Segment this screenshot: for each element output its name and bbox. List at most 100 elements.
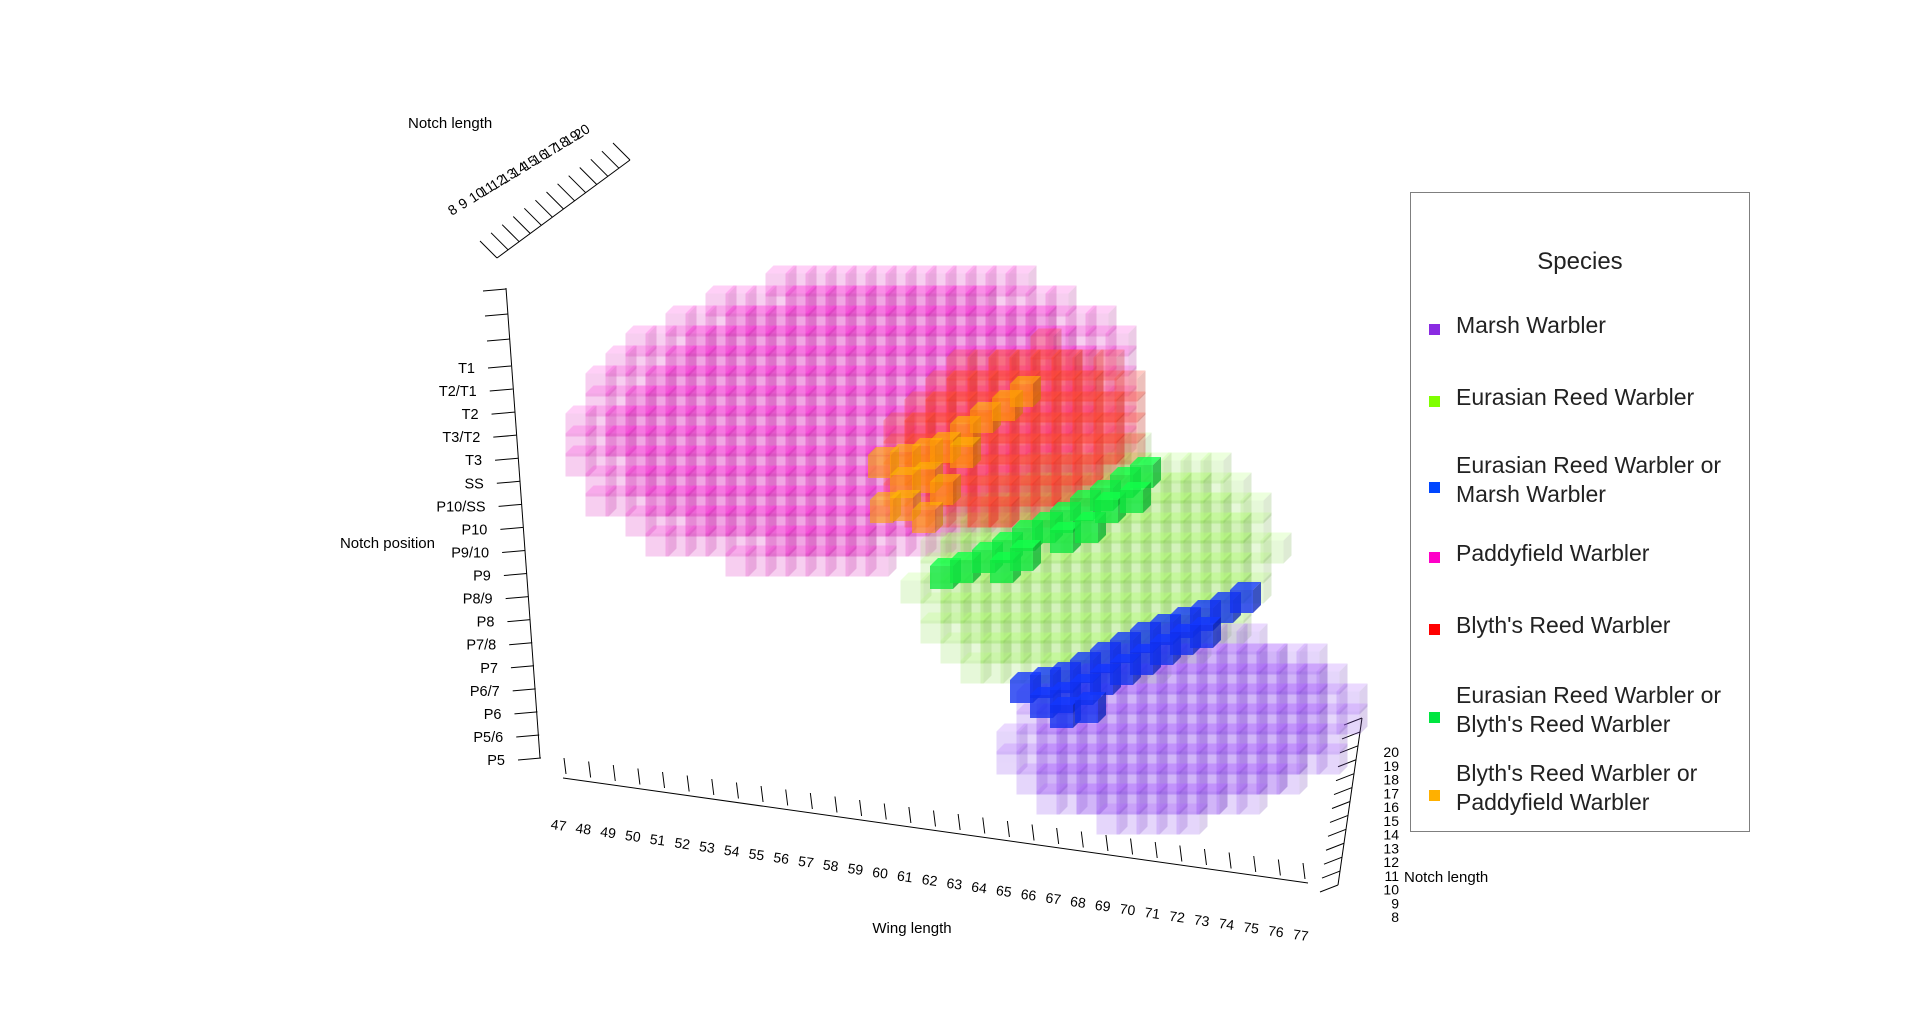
y-axis-tick-label: T2/T1 [439, 384, 477, 400]
voxel [605, 445, 637, 477]
y-axis-tick [507, 619, 531, 623]
voxel [1100, 552, 1132, 584]
y-axis-tick [512, 688, 536, 692]
voxel [985, 325, 1017, 357]
voxel [1140, 512, 1172, 544]
voxel [1105, 365, 1137, 397]
voxel [625, 345, 657, 377]
voxel [1296, 723, 1328, 755]
voxel [1040, 552, 1072, 584]
right-z-axis-tick-label: 17 [1383, 785, 1399, 801]
region-marsh-warbler [996, 623, 1368, 835]
voxel [905, 305, 937, 337]
voxel [1136, 743, 1168, 775]
legend-swatch [1429, 790, 1440, 801]
voxel [1200, 492, 1232, 524]
voxel [845, 545, 877, 577]
voxel [745, 405, 777, 437]
voxel [1076, 723, 1108, 755]
voxel [1010, 376, 1041, 407]
voxel [1180, 572, 1212, 604]
voxel [1100, 532, 1132, 564]
voxel [1120, 592, 1152, 624]
voxel [805, 325, 837, 357]
voxel [1200, 552, 1232, 584]
voxel [765, 545, 797, 577]
voxel [1040, 612, 1072, 644]
voxel [1116, 763, 1148, 795]
voxel [1256, 683, 1288, 715]
voxel [1200, 512, 1232, 544]
y-axis-line [505, 287, 541, 759]
voxel [1196, 763, 1228, 795]
voxel [1114, 391, 1146, 423]
y-axis-tick [486, 338, 511, 342]
voxel [980, 632, 1012, 664]
voxel [960, 592, 992, 624]
right-z-axis-tick-label: 19 [1383, 758, 1399, 774]
voxel [1140, 532, 1172, 564]
voxel [685, 305, 717, 337]
voxel [725, 445, 757, 477]
voxel [1180, 452, 1212, 484]
voxel [925, 345, 957, 377]
right-z-axis-tick [1335, 773, 1355, 782]
voxel [1240, 532, 1272, 564]
voxel [1156, 703, 1188, 735]
voxel [685, 445, 717, 477]
voxel [1080, 572, 1112, 604]
voxel [1156, 803, 1188, 835]
voxel [885, 325, 917, 357]
voxel [1220, 532, 1252, 564]
x-axis-tick-label: 69 [1094, 897, 1112, 915]
voxel [825, 365, 857, 397]
y-axis-tick [496, 480, 520, 484]
voxel [1020, 592, 1052, 624]
voxel [1236, 743, 1268, 775]
voxel [605, 385, 637, 417]
voxel [1216, 643, 1248, 675]
voxel [605, 485, 637, 517]
voxel [1120, 512, 1152, 544]
voxel [1316, 703, 1348, 735]
voxel [1136, 683, 1168, 715]
legend-swatch [1429, 712, 1440, 723]
voxel [905, 265, 937, 297]
voxel [1336, 703, 1368, 735]
x-axis-tick-labels: 47 48 49 50 51 52 53 54 55 56 57 58 59 60 61 62 63 64 65 66… [550, 816, 1310, 944]
voxel [825, 425, 857, 457]
voxel [585, 405, 617, 437]
voxel [912, 502, 943, 533]
voxel [985, 285, 1017, 317]
voxel [965, 265, 997, 297]
voxel [1180, 492, 1212, 524]
x-axis-tick [1130, 838, 1134, 855]
voxel [1220, 472, 1252, 504]
y-axis-tick [495, 457, 519, 461]
voxel [945, 285, 977, 317]
top-z-axis-tick-label: 20 [571, 120, 593, 142]
voxel [805, 485, 837, 517]
voxel [1040, 632, 1072, 664]
voxel [665, 325, 697, 357]
voxel [745, 485, 777, 517]
voxel [605, 405, 637, 437]
voxel [625, 405, 657, 437]
voxel [845, 305, 877, 337]
voxel [945, 265, 977, 297]
voxel [945, 345, 977, 377]
x-axis-tick [1253, 855, 1257, 873]
voxel [705, 505, 737, 537]
voxel-regions [565, 265, 1368, 835]
voxel [805, 425, 837, 457]
y-axis-tick [514, 711, 538, 715]
x-axis-tick-label: 74 [1218, 915, 1236, 933]
voxel [705, 405, 737, 437]
voxel [585, 365, 617, 397]
voxel [1085, 305, 1117, 337]
voxel [1140, 552, 1172, 584]
x-axis-tick-label: 76 [1267, 922, 1285, 940]
voxel [785, 325, 817, 357]
x-axis-tick-label: 77 [1292, 926, 1310, 944]
voxel [945, 325, 977, 357]
